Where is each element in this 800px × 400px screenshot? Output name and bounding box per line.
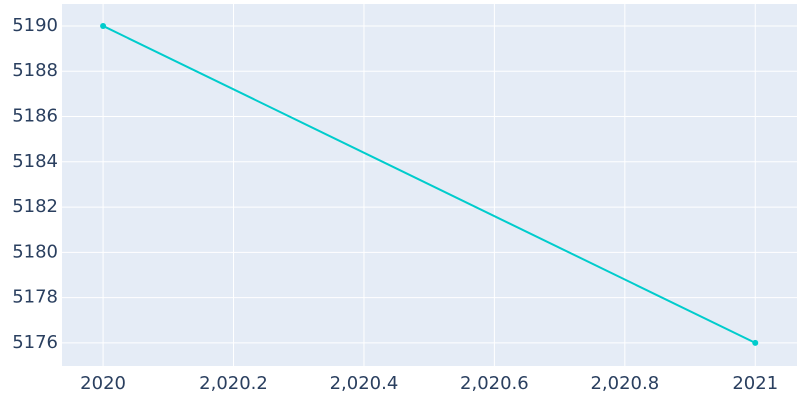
line (102, 25, 756, 344)
y-tick-label: 5178 (12, 287, 58, 308)
y-tick-label: 5190 (12, 15, 58, 36)
x-tick-label: 2,020.2 (199, 373, 268, 394)
x-tick-label: 2020 (80, 373, 126, 394)
y-tick-label: 5180 (12, 241, 58, 262)
y-tick-label: 5182 (12, 196, 58, 217)
x-tick-label: 2,020.8 (590, 373, 659, 394)
y-tick-label: 5188 (12, 60, 58, 81)
y-tick-label: 5176 (12, 332, 58, 353)
x-tick-label: 2021 (732, 373, 778, 394)
x-tick-label: 2,020.6 (460, 373, 529, 394)
point (100, 22, 107, 29)
y-tick-label: 5186 (12, 106, 58, 127)
point (752, 339, 759, 346)
x-tick-label: 2,020.4 (330, 373, 399, 394)
y-tick-label: 5184 (12, 151, 58, 172)
